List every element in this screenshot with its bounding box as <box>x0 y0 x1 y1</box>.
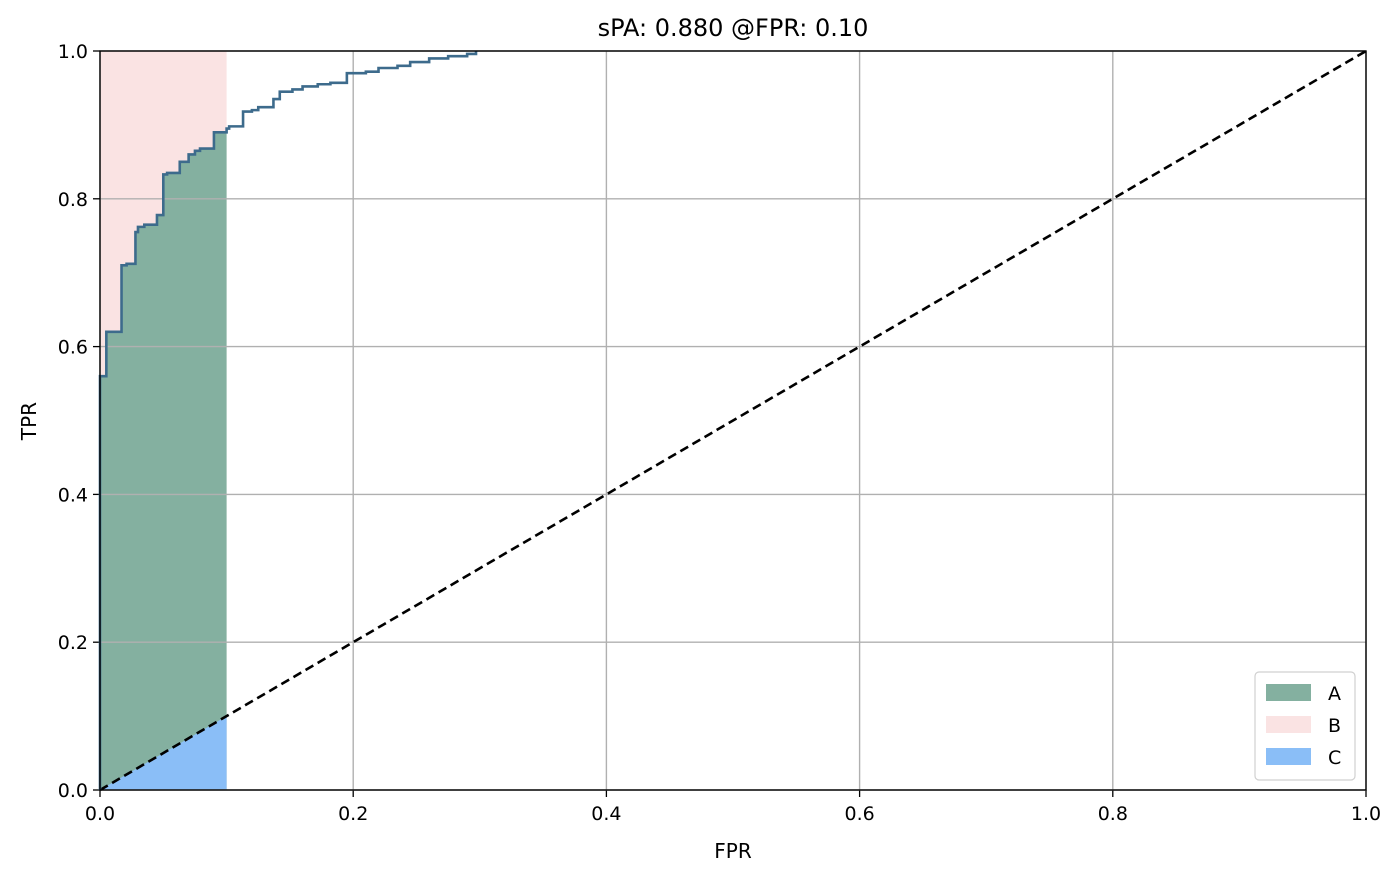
legend-label-a: A <box>1328 683 1341 705</box>
x-tick-label: 0.4 <box>591 803 621 825</box>
roc-curve-line <box>98 51 478 790</box>
x-axis-label: FPR <box>714 839 752 863</box>
y-tick-label: 0.4 <box>58 484 88 506</box>
y-tick-label: 0.0 <box>58 780 88 802</box>
x-tick-label: 0.2 <box>338 803 368 825</box>
plot-area: 0.0 0.2 0.4 0.6 0.8 1.0 0.0 0.2 0.4 0.6 0.8 1.0 <box>58 41 1381 825</box>
x-tick-label: 0.8 <box>1098 803 1128 825</box>
legend-swatch-b <box>1266 716 1311 733</box>
y-tick-label: 0.2 <box>58 632 88 654</box>
x-tick-label: 0.6 <box>844 803 874 825</box>
diagonal-line <box>99 49 1367 792</box>
x-tick-label: 0.0 <box>85 803 115 825</box>
y-tick-label: 0.6 <box>58 337 88 359</box>
legend-swatch-c <box>1266 748 1311 765</box>
legend: ABC <box>1254 671 1356 781</box>
y-tick-label: 1.0 <box>58 41 88 63</box>
chart-title: sPA: 0.880 @FPR: 0.10 <box>598 14 869 42</box>
x-tick-label: 1.0 <box>1351 803 1381 825</box>
region-a <box>100 128 227 791</box>
legend-swatch-a <box>1266 684 1311 701</box>
legend-label-c: C <box>1328 747 1341 769</box>
y-tick-label: 0.8 <box>58 189 88 211</box>
y-axis-label: TPR <box>17 402 41 441</box>
axes-frame <box>99 50 1367 791</box>
legend-label-b: B <box>1328 715 1341 737</box>
